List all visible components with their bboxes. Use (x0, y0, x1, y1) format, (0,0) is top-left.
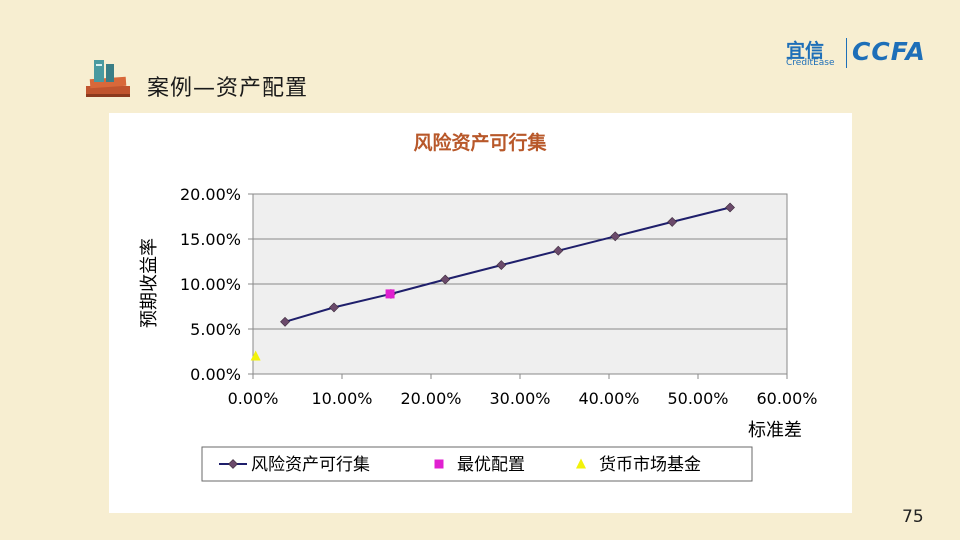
x-tick-label: 50.00% (667, 389, 728, 408)
legend-item: 最优配置 (434, 455, 525, 475)
logo-divider (846, 38, 847, 68)
x-tick-label: 0.00% (228, 389, 279, 408)
chart-panel: 风险资产可行集 0.00% 5.00% 10.00% 15.00% 20.00% 0.0… (109, 113, 852, 513)
diamond-marker (496, 260, 507, 271)
page-number: 75 (902, 507, 924, 527)
diamond-marker (280, 316, 290, 327)
diamond-marker (667, 216, 678, 227)
y-tick-label: 20.00% (180, 185, 241, 204)
chart-title: 风险资产可行集 (413, 131, 547, 154)
slide-title: 案例—资产配置 (147, 76, 309, 101)
y-tick-label: 0.00% (190, 365, 241, 384)
legend-item: 货币市场基金 (576, 455, 701, 475)
legend-label: 最优配置 (457, 455, 525, 475)
books-icon (82, 58, 134, 102)
chart-legend: 风险资产可行集 最优配置 货币市场基金 (201, 446, 753, 482)
square-marker (385, 289, 395, 299)
legend-label: 风险资产可行集 (251, 455, 370, 475)
legend-item: 风险资产可行集 (219, 455, 370, 475)
logo-yixin-text: 宜信 (786, 40, 825, 62)
x-tick-label: 20.00% (400, 389, 461, 408)
triangle-marker (250, 350, 261, 361)
x-tick-label: 60.00% (756, 389, 817, 408)
x-tick-label: 40.00% (578, 389, 639, 408)
logo-creditease-text: CreditEase (786, 58, 835, 68)
legend-label: 货币市场基金 (599, 455, 701, 475)
diamond-marker (329, 302, 339, 313)
feasible-set-chart: 风险资产可行集 0.00% 5.00% 10.00% 15.00% 20.00% 0.0… (139, 131, 818, 482)
x-axis-ticks: 0.00% 10.00% 20.00% 30.00% 40.00% 50.00% 60.00… (228, 374, 818, 408)
y-axis-ticks: 0.00% 5.00% 10.00% 15.00% 20.00% (180, 185, 253, 384)
series-layer (250, 202, 735, 361)
diamond-marker (228, 459, 238, 469)
y-tick-label: 5.00% (190, 320, 241, 339)
diamond-marker (553, 245, 564, 256)
legend-box (201, 446, 753, 482)
y-tick-label: 15.00% (180, 230, 241, 249)
grid-lines (253, 193, 787, 330)
brand-logo: 宜信 CreditEase CCFA (786, 36, 936, 70)
triangle-marker (576, 458, 586, 469)
y-tick-label: 10.00% (180, 275, 241, 294)
x-tick-label: 10.00% (311, 389, 372, 408)
square-marker (434, 459, 444, 469)
x-axis-label: 标准差 (748, 420, 802, 441)
diamond-marker (725, 202, 735, 213)
logo-ccfa-text: CCFA (852, 37, 926, 66)
series-2 (385, 289, 395, 299)
diamond-marker (610, 231, 621, 242)
y-axis-label: 预期收益率 (139, 238, 160, 328)
series-3 (250, 350, 261, 361)
x-tick-label: 30.00% (489, 389, 550, 408)
diamond-marker (440, 274, 451, 285)
